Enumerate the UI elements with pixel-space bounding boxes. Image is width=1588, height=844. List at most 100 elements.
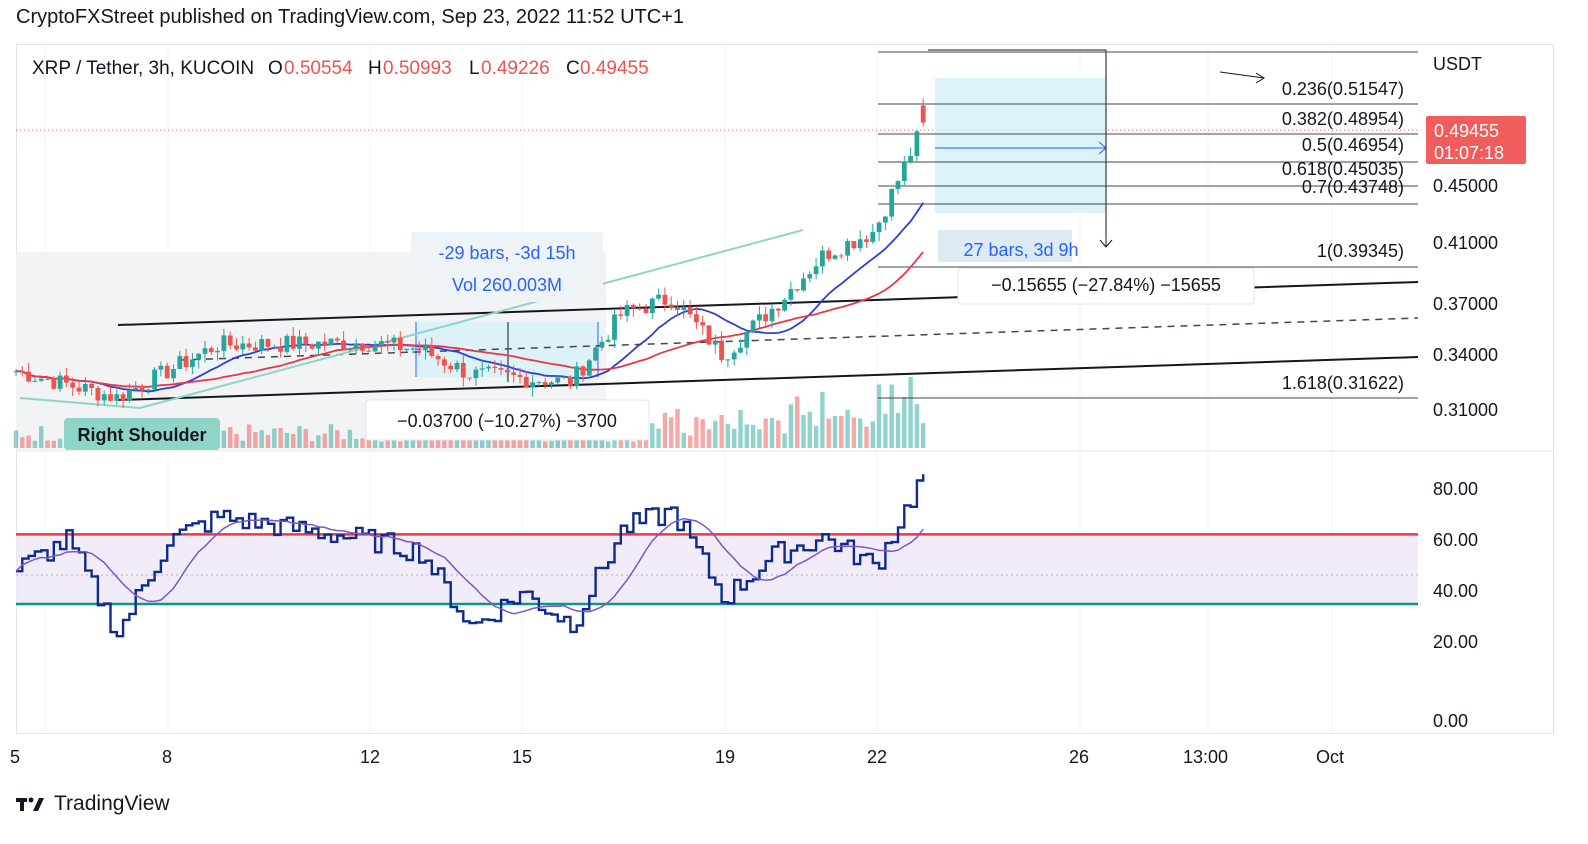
right-shoulder-badge xyxy=(64,418,220,450)
volume-bar xyxy=(517,437,523,448)
time-tick: 5 xyxy=(10,747,20,767)
volume-bar xyxy=(750,424,756,448)
volume-bar xyxy=(795,396,800,448)
candle-body xyxy=(889,188,895,217)
measure-arrow-head xyxy=(1099,239,1113,248)
time-tick: 19 xyxy=(715,747,735,767)
volume-bar xyxy=(851,417,857,448)
rsi-band xyxy=(16,534,1418,604)
candle-body xyxy=(177,356,183,369)
candle-body xyxy=(328,338,334,346)
candle-body xyxy=(870,232,876,242)
candle-body xyxy=(145,389,151,391)
volume-bar xyxy=(20,437,25,448)
volume-bar xyxy=(467,438,472,448)
time-tick: 13:00 xyxy=(1183,747,1228,767)
volume-bar xyxy=(435,436,441,448)
candle-body xyxy=(851,241,857,249)
candle-body xyxy=(51,379,57,389)
measure-box-big xyxy=(935,78,1106,213)
candle-body xyxy=(448,365,454,370)
candle-body xyxy=(70,382,76,388)
volume-bar xyxy=(876,384,882,448)
candle-body xyxy=(631,304,636,309)
candle-body xyxy=(593,347,598,361)
candle-body xyxy=(76,387,82,392)
volume-bar xyxy=(744,424,749,448)
volume-bar xyxy=(13,430,19,448)
candle-body xyxy=(492,366,498,369)
rsi-tick: 20.00 xyxy=(1433,632,1478,652)
range-volume-text: Vol 260.003M xyxy=(452,275,562,295)
future-range-text: 27 bars, 3d 9h xyxy=(963,240,1078,260)
candle-body xyxy=(290,335,296,349)
volume-bar xyxy=(782,433,787,448)
candle-body xyxy=(643,308,649,314)
volume-bar xyxy=(549,440,554,448)
candle-body xyxy=(681,306,687,311)
candle-body xyxy=(467,377,472,379)
volume-bar xyxy=(700,419,705,448)
volume-bar xyxy=(813,426,819,448)
price-tick: 0.31000 xyxy=(1433,400,1498,420)
candle-body xyxy=(694,314,699,323)
rsi-pane xyxy=(15,474,1418,638)
volume-bar xyxy=(561,433,567,448)
candle-body xyxy=(284,335,290,352)
legend-low-value: 0.49226 xyxy=(481,58,550,79)
shoulder-line xyxy=(139,229,804,409)
volume-bar xyxy=(536,436,542,448)
volume-bar xyxy=(45,440,50,448)
volume-bar xyxy=(404,434,409,448)
fib-label-0236: 0.236(0.51547) xyxy=(1282,79,1404,99)
volume-bar xyxy=(473,435,479,448)
candle-body xyxy=(101,394,107,401)
volume-bar xyxy=(725,423,731,448)
candle-body xyxy=(372,345,378,352)
volume-bar xyxy=(291,434,296,448)
volume-bar xyxy=(57,438,63,448)
candle-body xyxy=(895,181,901,189)
volume-bar xyxy=(870,421,875,448)
candle-body xyxy=(353,344,359,349)
candle-body xyxy=(574,366,580,387)
volume-bar xyxy=(687,435,693,448)
candle-body xyxy=(297,336,302,349)
future-range-box xyxy=(938,230,1072,262)
volume-bar xyxy=(631,441,636,448)
candle-body xyxy=(757,314,762,321)
volume-bar xyxy=(284,432,290,448)
candle-body xyxy=(265,339,271,347)
volume-bar xyxy=(776,420,781,448)
candle-body xyxy=(164,365,170,379)
volume-bar xyxy=(675,408,680,448)
pointer-arrow-head xyxy=(1255,72,1265,84)
candle-body xyxy=(82,383,88,392)
candle-body xyxy=(763,314,769,322)
candle-body xyxy=(64,375,69,383)
volume-bar xyxy=(505,439,510,448)
volume-bar xyxy=(662,412,668,448)
right-shoulder-label: Right Shoulder xyxy=(78,425,207,445)
candle-body xyxy=(108,394,113,401)
footer: TradingView xyxy=(16,792,170,816)
candle-body xyxy=(429,345,435,357)
candle-body xyxy=(580,366,586,376)
candle-body xyxy=(38,378,44,381)
drop-small-box xyxy=(365,399,650,441)
publisher-line: CryptoFXStreet published on TradingView.… xyxy=(16,6,684,28)
volume-bar xyxy=(511,433,516,448)
time-tick: 15 xyxy=(512,747,532,767)
candle-body xyxy=(423,345,428,351)
candle-body xyxy=(227,335,233,346)
candle-body xyxy=(838,255,844,257)
volume-bar xyxy=(788,404,794,448)
volume-bar xyxy=(335,430,340,448)
volume-bar xyxy=(398,441,403,448)
candle-body xyxy=(202,348,208,354)
candle-body xyxy=(801,278,806,291)
candle-body xyxy=(171,368,176,379)
volume-bar xyxy=(316,435,321,448)
candle-body xyxy=(45,378,50,380)
